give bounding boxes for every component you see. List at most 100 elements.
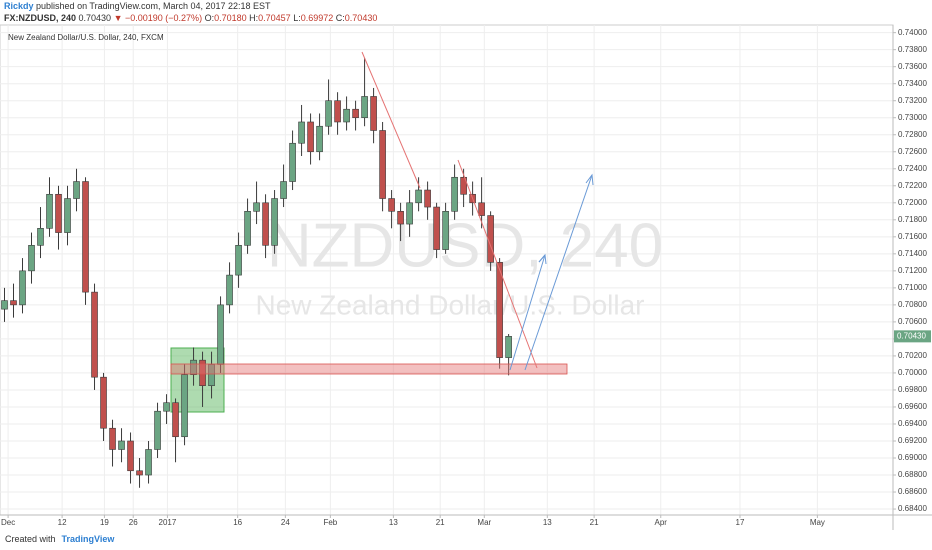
x-tick-label: 17 xyxy=(736,518,745,527)
y-tick-label: 0.71400 xyxy=(898,249,927,258)
chart-title: New Zealand Dollar/U.S. Dollar, 240, FXC… xyxy=(8,33,164,42)
x-tick-label: 13 xyxy=(389,518,398,527)
y-tick-label: 0.72600 xyxy=(898,147,927,156)
y-tick-label: 0.68800 xyxy=(898,470,927,479)
candle-body xyxy=(190,359,197,375)
candle-body xyxy=(217,304,224,365)
zone-green xyxy=(170,347,225,413)
author[interactable]: Rickdy xyxy=(4,1,34,11)
axis-labels: 0.68400 0.68600 0.68800 0.69000 0.69200 0.694… xyxy=(1,28,931,527)
candle-body xyxy=(415,189,422,204)
y-tick-label: 0.71200 xyxy=(898,266,927,275)
y-tick-label: 0.72000 xyxy=(898,198,927,207)
candle-body xyxy=(298,121,305,144)
candle-body xyxy=(172,402,179,438)
x-tick-label: 21 xyxy=(436,518,445,527)
candle-body xyxy=(226,274,233,306)
y-tick-label: 0.73600 xyxy=(898,62,927,71)
quote-line: FX:NZDUSD, 240 0.70430 ▼ −0.00190 (−0.27… xyxy=(4,12,377,24)
watermark: NZDUSD, 240 xyxy=(267,211,663,280)
x-tick-label: 24 xyxy=(281,518,290,527)
trend-line xyxy=(457,159,538,369)
x-tick-label: 21 xyxy=(590,518,599,527)
y-tick-label: 0.73800 xyxy=(898,45,927,54)
trend-line xyxy=(361,51,421,189)
y-tick-label: 0.69200 xyxy=(898,436,927,445)
symbol: FX:NZDUSD, 240 xyxy=(4,13,77,23)
x-tick-label: Apr xyxy=(655,518,668,527)
ohlc-value: 0.69972 xyxy=(300,13,334,23)
arrow xyxy=(524,174,593,371)
candle-body xyxy=(199,359,206,386)
y-tick-label: 0.72400 xyxy=(898,164,927,173)
chart: NZDUSD, 240 New Zealand Dollar/U.S. Doll… xyxy=(0,24,932,530)
watermark-subtitle: New Zealand Dollar/U.S. Dollar xyxy=(255,289,644,320)
candle-body xyxy=(73,181,80,199)
zone-red xyxy=(170,363,568,375)
x-tick-label: 19 xyxy=(100,518,109,527)
ohlc-label: L: xyxy=(293,13,301,23)
y-tick-label: 0.74000 xyxy=(898,28,927,37)
candle-body xyxy=(460,176,467,195)
ohlc-label: O: xyxy=(204,13,215,23)
candle-body xyxy=(361,96,368,119)
x-tick-label: Dec xyxy=(1,518,15,527)
candle-body xyxy=(55,193,62,233)
y-tick-label: 0.71000 xyxy=(898,283,927,292)
candle-body xyxy=(433,206,440,250)
header: Rickdy published on TradingView.com, Mar… xyxy=(4,0,377,24)
candle-body xyxy=(64,198,71,233)
x-tick-label: 12 xyxy=(58,518,67,527)
candle-body xyxy=(496,262,503,358)
candle-body xyxy=(100,376,107,429)
y-tick-label: 0.73200 xyxy=(898,96,927,105)
x-tick-label: 26 xyxy=(129,518,138,527)
candle-body xyxy=(109,427,116,450)
ohlc-label: C: xyxy=(335,13,345,23)
candle-body xyxy=(10,300,17,306)
y-tick-label: 0.71600 xyxy=(898,232,927,241)
candle-body xyxy=(388,198,395,212)
candle-body xyxy=(208,364,215,386)
change: ▼ −0.00190 (−0.27%) xyxy=(113,13,203,23)
x-tick-label: May xyxy=(810,518,825,527)
candle-body xyxy=(19,270,26,306)
y-tick-label: 0.72800 xyxy=(898,130,927,139)
y-tick-label: 0.73400 xyxy=(898,79,927,88)
y-tick-label: 0.71800 xyxy=(898,215,927,224)
candle-body xyxy=(271,198,278,246)
candle-body xyxy=(325,100,332,127)
x-tick-label: Mar xyxy=(477,518,491,527)
candle-body xyxy=(442,211,449,250)
candle-body xyxy=(307,121,314,153)
candle-body xyxy=(181,374,188,438)
y-tick-label: 0.70200 xyxy=(898,351,927,360)
candle-body xyxy=(289,142,296,182)
arrow-head xyxy=(538,253,547,265)
x-tick-label: 2017 xyxy=(159,518,177,527)
ohlc-value: 0.70180 xyxy=(214,13,247,23)
candle-body xyxy=(145,449,152,476)
x-tick-label: 13 xyxy=(543,518,552,527)
plot-area xyxy=(0,24,894,516)
y-tick-label: 0.69600 xyxy=(898,402,927,411)
created-with: Created with xyxy=(5,534,56,544)
candle-body xyxy=(406,202,413,225)
y-tick-label: 0.69800 xyxy=(898,385,927,394)
candle-body xyxy=(424,189,431,208)
y-tick-label: 0.70000 xyxy=(898,368,927,377)
candle-body xyxy=(280,181,287,199)
candle-body xyxy=(478,202,485,216)
candle-body xyxy=(352,108,359,119)
y-tick-label: 0.68600 xyxy=(898,487,927,496)
footer: Created with TradingView xyxy=(5,534,114,544)
last: 0.70430 xyxy=(78,13,112,23)
brand[interactable]: TradingView xyxy=(61,534,115,544)
price-tag-label: 0.70430 xyxy=(897,331,926,340)
ohlc-value: 0.70430 xyxy=(344,13,378,23)
candle-body xyxy=(82,181,89,293)
candle-body xyxy=(505,336,512,358)
candle-body xyxy=(262,202,269,246)
x-tick-label: Feb xyxy=(323,518,337,527)
